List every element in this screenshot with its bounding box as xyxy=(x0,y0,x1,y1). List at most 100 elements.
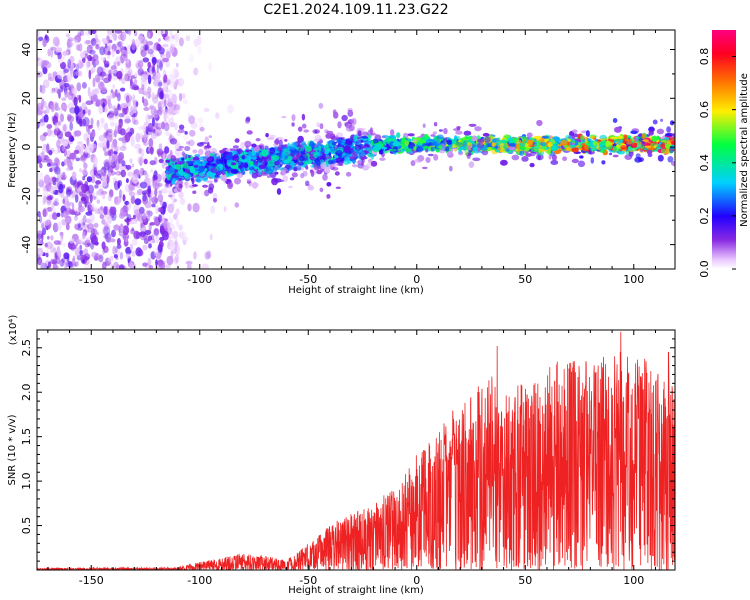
noise-blob xyxy=(135,212,140,222)
spectrogram-frame xyxy=(36,29,676,270)
noise-blob xyxy=(76,44,81,51)
spectral-blob xyxy=(366,162,373,169)
noise-blob xyxy=(39,162,43,169)
noise-blob xyxy=(68,201,74,206)
spectral-blob xyxy=(660,118,664,122)
spectral-blob xyxy=(367,158,373,163)
noise-blob xyxy=(102,261,107,269)
spectral-blob xyxy=(347,109,354,117)
noise-blob xyxy=(156,43,162,52)
spectral-blob xyxy=(379,157,386,161)
y-tick-label: 0.5 xyxy=(20,517,33,535)
noise-blob xyxy=(82,214,87,224)
noise-blob xyxy=(187,262,192,269)
noise-blob xyxy=(113,254,118,259)
spectral-blob xyxy=(283,148,291,156)
noise-blob xyxy=(119,190,124,195)
spectral-blob xyxy=(484,136,491,143)
spectral-blob xyxy=(642,139,649,143)
spectral-blob xyxy=(436,134,444,140)
noise-blob xyxy=(161,121,165,130)
spectral-blob xyxy=(547,148,551,155)
noise-blob xyxy=(46,124,53,129)
spectral-blob xyxy=(178,160,185,165)
spectral-blob xyxy=(497,137,501,141)
spectral-blob xyxy=(245,117,250,124)
noise-blob xyxy=(40,59,48,69)
noise-blob xyxy=(80,144,85,151)
noise-blob xyxy=(92,77,96,88)
noise-blob xyxy=(66,46,71,52)
spectral-blob xyxy=(443,127,448,135)
noise-blob xyxy=(165,51,171,59)
spectral-blob xyxy=(229,148,236,152)
noise-blob xyxy=(92,40,97,47)
spectral-blob xyxy=(563,144,569,149)
spectral-blob xyxy=(320,159,325,164)
noise-blob xyxy=(158,106,163,116)
noise-blob xyxy=(88,91,92,97)
noise-blob xyxy=(109,30,116,40)
noise-blob xyxy=(174,209,180,216)
noise-blob xyxy=(107,171,112,177)
x-tick-label: 0 xyxy=(413,273,420,286)
noise-blob xyxy=(107,215,113,224)
noise-blob xyxy=(105,95,112,104)
noise-blob xyxy=(52,36,60,47)
noise-blob xyxy=(100,117,105,123)
noise-blob xyxy=(131,163,135,168)
spectral-blob xyxy=(274,139,280,145)
spectral-blob xyxy=(572,129,578,133)
spectral-blob xyxy=(193,164,199,168)
spectral-blob xyxy=(238,148,242,152)
spectral-blob xyxy=(267,160,275,167)
noise-blob xyxy=(82,176,86,181)
noise-blob xyxy=(96,173,102,179)
spectral-blob xyxy=(519,146,526,151)
noise-blob xyxy=(37,71,43,78)
noise-blob xyxy=(114,146,119,153)
noise-blob xyxy=(137,35,145,40)
spectral-blob xyxy=(610,136,619,140)
spectrogram-ticks: -150 -100 -50 0 50 100 -40 -20 0 20 40 xyxy=(20,30,675,286)
noise-blob xyxy=(133,79,138,85)
spectral-blob xyxy=(337,121,342,129)
noise-blob xyxy=(61,103,68,110)
noise-blob xyxy=(147,122,154,133)
spectral-blob xyxy=(427,138,434,142)
noise-blob xyxy=(155,205,160,214)
spectral-blob xyxy=(519,142,525,147)
noise-blob xyxy=(125,253,131,259)
noise-blob xyxy=(37,257,43,266)
noise-blob xyxy=(62,140,68,147)
spectral-blob xyxy=(295,165,302,171)
spectral-blob xyxy=(436,139,440,145)
noise-blob xyxy=(74,105,80,115)
noise-blob xyxy=(166,255,174,266)
spectral-blob xyxy=(495,139,501,146)
spectral-blob xyxy=(598,144,603,148)
noise-blob xyxy=(74,194,79,203)
noise-blob xyxy=(144,200,152,209)
noise-blob xyxy=(161,99,165,104)
noise-blob xyxy=(69,238,75,244)
noise-blob xyxy=(188,112,191,118)
noise-blob xyxy=(86,61,89,72)
spectral-blob xyxy=(213,198,217,203)
spectral-blob xyxy=(277,144,282,152)
spectral-blob xyxy=(198,148,204,156)
spectral-blob xyxy=(177,129,185,134)
y-tick-label: 40 xyxy=(20,43,33,57)
noise-blob xyxy=(129,111,134,116)
noise-blob xyxy=(94,74,101,83)
noise-blob xyxy=(165,93,170,99)
noise-blob xyxy=(135,132,141,143)
spectral-blob xyxy=(370,153,375,160)
spectral-blob xyxy=(304,145,312,152)
spectral-blob xyxy=(540,148,545,153)
noise-blob xyxy=(76,82,82,92)
spectral-blob xyxy=(468,161,475,169)
spectral-blob xyxy=(261,149,269,157)
noise-blob xyxy=(78,112,85,119)
